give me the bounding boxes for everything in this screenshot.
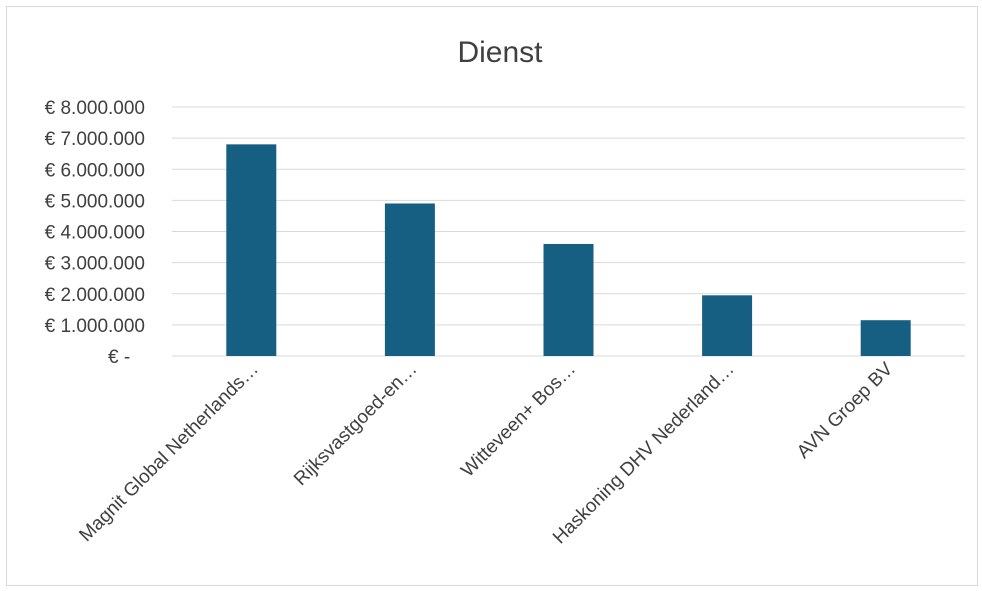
bar <box>702 295 753 356</box>
x-category-label: Rijksvastgoed-en… <box>290 359 421 490</box>
x-category-label: AVN Groep BV <box>793 358 897 462</box>
x-category-label: Magnit Global Netherlands… <box>75 359 262 546</box>
gridlines <box>172 106 965 357</box>
y-tick-label: € 3.000.000 <box>45 254 145 275</box>
x-category-label: Haskoning DHV Nederland… <box>549 359 739 549</box>
y-tick-label: € 1.000.000 <box>45 316 145 337</box>
x-category-label: Witteveen+ Bos… <box>457 359 580 482</box>
chart-title: Dienst <box>457 36 543 69</box>
y-tick-label: € 2.000.000 <box>45 285 145 306</box>
x-axis-category-labels: Magnit Global Netherlands… Rijksvastgoed-… <box>75 358 897 548</box>
y-tick-label: € 5.000.000 <box>45 191 145 212</box>
y-tick-label: € 8.000.000 <box>45 98 145 119</box>
chart-frame <box>6 6 978 586</box>
bar <box>543 243 594 356</box>
bar <box>384 203 435 356</box>
y-tick-label: € 6.000.000 <box>45 160 145 181</box>
y-tick-label: € 7.000.000 <box>45 129 145 150</box>
bar <box>226 144 277 356</box>
y-tick-label: € - <box>108 347 130 368</box>
bar <box>860 320 911 356</box>
y-tick-label: € 4.000.000 <box>45 223 145 244</box>
bars <box>226 144 911 356</box>
y-axis-tick-labels: € - € 1.000.000 € 2.000.000 € 3.000.000 € 4.… <box>45 98 145 368</box>
